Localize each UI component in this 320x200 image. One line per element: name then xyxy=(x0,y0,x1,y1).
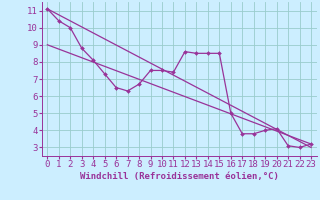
X-axis label: Windchill (Refroidissement éolien,°C): Windchill (Refroidissement éolien,°C) xyxy=(80,172,279,181)
